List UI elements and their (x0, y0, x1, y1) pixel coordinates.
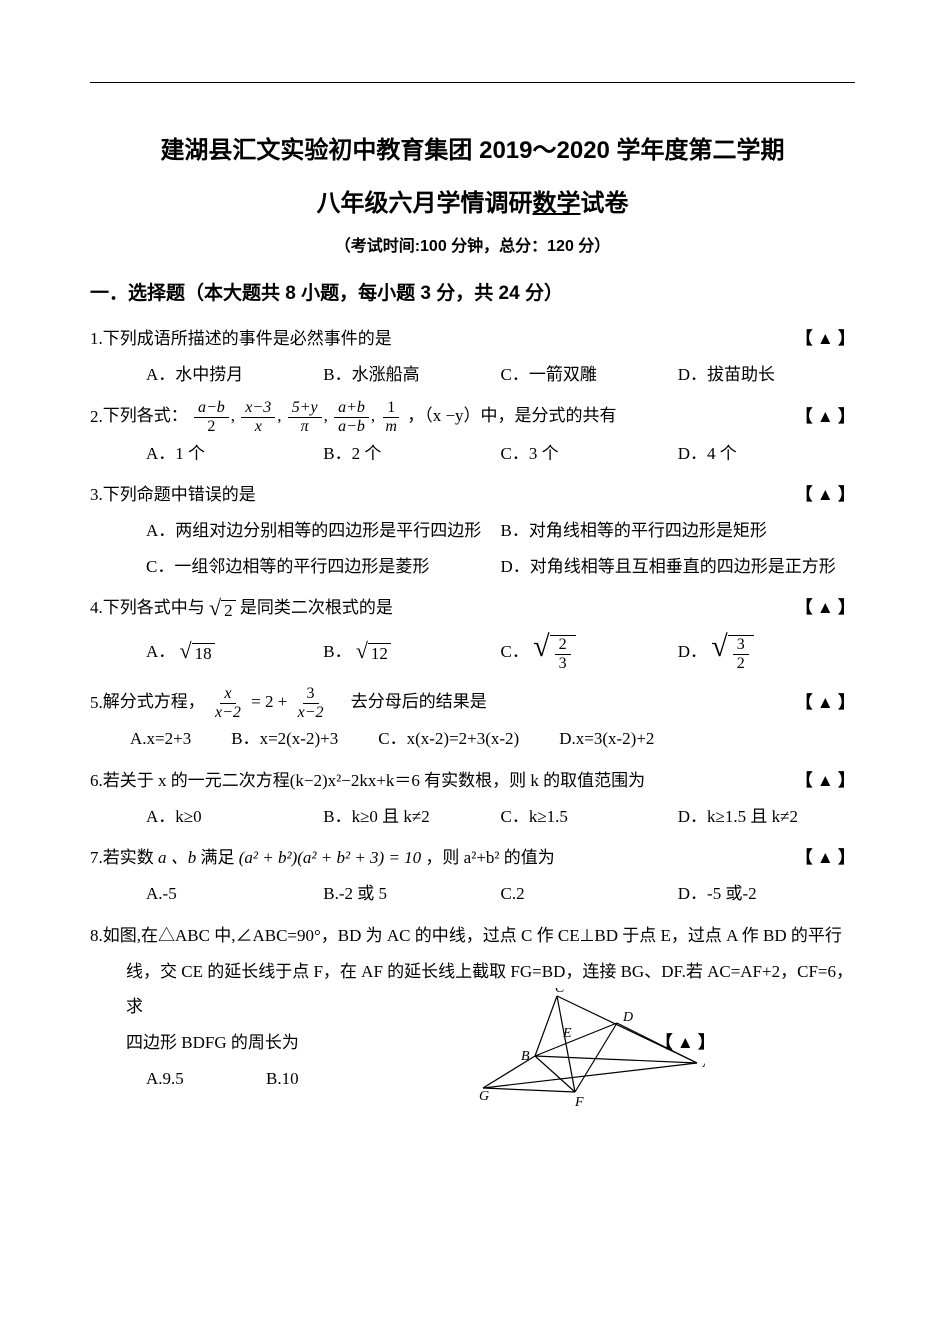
q3-text: 下列命题中错误的是 (103, 477, 776, 513)
q2-frac-2: x−3x (241, 399, 275, 435)
q3-opt-d: D．对角线相等且互相垂直的四边形是正方形 (501, 549, 856, 585)
q1-opt-b: B．水涨船高 (323, 357, 500, 393)
q7-expr: (a² + b²)(a² + b² + 3) = 10 (239, 848, 421, 867)
q2-opt-b: B．2 个 (323, 436, 500, 472)
question-2: 2. 下列各式： a−b2, x−3x, 5+yπ, a+ba−b, 1m ，（… (90, 398, 855, 471)
q7-opt-c: C.2 (501, 876, 678, 912)
q4-opt-a: A． √18 (146, 632, 323, 672)
q5-num: 5. (90, 685, 103, 721)
question-5: 5. 解分式方程， xx−2 = 2 + 3x−2 去分母后的结果是 【 ▲ 】… (90, 684, 855, 757)
q2-text: 下列各式： a−b2, x−3x, 5+yπ, a+ba−b, 1m ，（x −… (103, 398, 776, 435)
q7-marker: 【 ▲ 】 (776, 840, 855, 876)
q4-opt-c: C． √23 (501, 632, 678, 672)
svg-text:D: D (622, 1010, 633, 1025)
q2-frac-3: 5+yπ (288, 399, 322, 435)
q1-marker: 【 ▲ 】 (776, 321, 855, 357)
q2-marker: 【 ▲ 】 (776, 399, 855, 435)
q7-opt-d: D．-5 或-2 (678, 876, 855, 912)
q4-opt-d: D． √32 (678, 632, 855, 672)
q1-opt-a: A．水中捞月 (146, 357, 323, 393)
q8-line2: 线，交 CE 的延长线于点 F，在 AF 的延长线上截取 FG=BD，连接 BG… (90, 954, 855, 1025)
svg-text:E: E (562, 1026, 572, 1041)
q4-opt-b: B． √12 (323, 632, 500, 672)
q4-sqrt-ref: √2 (209, 597, 236, 621)
q6-opt-a: A．k≥0 (146, 799, 323, 835)
q7-num: 7. (90, 840, 103, 876)
title-line2: 八年级六月学情调研数学试卷 (90, 183, 855, 218)
q4-text: 下列各式中与 √2 是同类二次根式的是 (103, 590, 776, 626)
q2-frac-1: a−b2 (194, 399, 229, 435)
q2-opt-d: D．4 个 (678, 436, 855, 472)
q5-opt-b: B．x=2(x-2)+3 (231, 721, 338, 757)
q8-opt-b: B.10 (266, 1061, 386, 1097)
q8-num: 8. (90, 918, 103, 954)
q3-opt-c: C．一组邻边相等的平行四边形是菱形 (146, 549, 501, 585)
q4-marker: 【 ▲ 】 (776, 590, 855, 626)
q6-opt-c: C．k≥1.5 (501, 799, 678, 835)
q3-num: 3. (90, 477, 103, 513)
top-horizontal-rule (90, 82, 855, 83)
q5-opt-d: D.x=3(x-2)+2 (559, 721, 654, 757)
title-line1: 建湖县汇文实验初中教育集团 2019～2020 学年度第二学期 (90, 130, 855, 165)
q1-opt-d: D．拔苗助长 (678, 357, 855, 393)
q2-opt-a: A．1 个 (146, 436, 323, 472)
q3-opt-a: A．两组对边分别相等的四边形是平行四边形 (146, 513, 501, 549)
question-7: 7. 若实数 a 、b 满足 (a² + b²)(a² + b² + 3) = … (90, 840, 855, 911)
q5-frac-left: xx−2 (211, 685, 245, 721)
svg-text:F: F (574, 1095, 584, 1108)
title-line2-suffix: 试卷 (581, 190, 629, 217)
q3-opt-b: B．对角线相等的平行四边形是矩形 (501, 513, 856, 549)
question-3: 3. 下列命题中错误的是 【 ▲ 】 A．两组对边分别相等的四边形是平行四边形 … (90, 477, 855, 584)
title-line2-underlined: 数学 (533, 190, 581, 217)
q6-num: 6. (90, 763, 103, 799)
q8-geometry-diagram: C D A B E F G (475, 988, 705, 1108)
q5-text: 解分式方程， xx−2 = 2 + 3x−2 去分母后的结果是 (103, 684, 776, 721)
svg-text:C: C (555, 988, 565, 996)
svg-text:A: A (702, 1056, 705, 1071)
q8-line1: 如图,在△ABC 中,∠ABC=90°，BD 为 AC 的中线，过点 C 作 C… (103, 918, 855, 954)
q2-frac-5: 1m (381, 399, 401, 435)
q7-opt-a: A.-5 (146, 876, 323, 912)
title-block: 建湖县汇文实验初中教育集团 2019～2020 学年度第二学期 八年级六月学情调… (90, 130, 855, 256)
q2-num: 2. (90, 399, 103, 435)
title-line2-prefix: 八年级六月学情调研 (317, 190, 533, 217)
exam-info: （考试时间:100 分钟，总分：120 分） (90, 232, 855, 256)
q1-opt-c: C．一箭双雕 (501, 357, 678, 393)
svg-text:G: G (479, 1089, 489, 1104)
question-4: 4. 下列各式中与 √2 是同类二次根式的是 【 ▲ 】 A． √18 B． √… (90, 590, 855, 678)
question-8: 8. 如图,在△ABC 中,∠ABC=90°，BD 为 AC 的中线，过点 C … (90, 918, 855, 1096)
q4-num: 4. (90, 590, 103, 626)
q5-frac-right: 3x−2 (294, 685, 328, 721)
q6-marker: 【 ▲ 】 (776, 763, 855, 799)
question-6: 6. 若关于 x 的一元二次方程(k−2)x²−2kx+k＝6 有实数根，则 k… (90, 763, 855, 834)
q1-num: 1. (90, 321, 103, 357)
q5-opt-a: A.x=2+3 (130, 721, 191, 757)
q6-opt-b: B．k≥0 且 k≠2 (323, 799, 500, 835)
svg-text:B: B (521, 1049, 530, 1064)
q1-text: 下列成语所描述的事件是必然事件的是 (103, 321, 776, 357)
q7-text: 若实数 a 、b 满足 (a² + b²)(a² + b² + 3) = 10 … (103, 840, 776, 876)
q2-opt-c: C．3 个 (501, 436, 678, 472)
q6-text: 若关于 x 的一元二次方程(k−2)x²−2kx+k＝6 有实数根，则 k 的取… (103, 763, 776, 799)
q7-opt-b: B.-2 或 5 (323, 876, 500, 912)
q5-marker: 【 ▲ 】 (776, 685, 855, 721)
section-1-header: 一．选择题（本大题共 8 小题，每小题 3 分，共 24 分） (90, 278, 855, 305)
q3-marker: 【 ▲ 】 (776, 477, 855, 513)
q2-frac-4: a+ba−b (334, 399, 369, 435)
q5-opt-c: C．x(x-2)=2+3(x-2) (378, 721, 519, 757)
q6-opt-d: D．k≥1.5 且 k≠2 (678, 799, 855, 835)
q8-opt-a: A.9.5 (146, 1061, 266, 1097)
question-1: 1. 下列成语所描述的事件是必然事件的是 【 ▲ 】 A．水中捞月 B．水涨船高… (90, 321, 855, 392)
